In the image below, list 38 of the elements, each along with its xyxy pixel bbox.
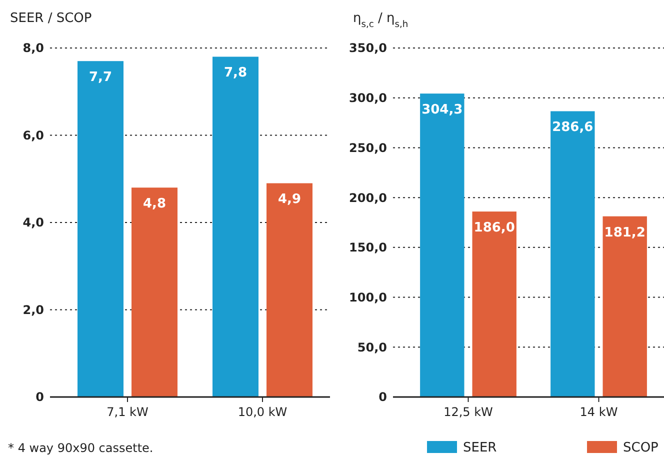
y-axis-title: SEER / SCOP [10, 11, 92, 26]
y-tick-label: 0 [36, 390, 44, 404]
y-tick-label: 200,0 [349, 190, 387, 205]
bar [78, 61, 124, 397]
x-tick-label: 14 kW [580, 405, 618, 419]
data-label: 7,8 [224, 66, 248, 81]
data-label: 186,0 [474, 220, 515, 236]
y-tick-label: 250,0 [349, 140, 387, 155]
y-axis-title: η$_{s,c}$ / η$_{s,h}$ [353, 11, 408, 30]
bar [602, 216, 647, 397]
y-tick-label: 6,0 [22, 128, 44, 142]
y-tick-label: 2,0 [22, 302, 44, 317]
bar [132, 188, 178, 397]
x-tick-label: 12,5 kW [444, 405, 494, 419]
y-tick-label: 150,0 [349, 240, 387, 255]
legend-label: SEER [463, 440, 497, 455]
y-tick-label: 0 [378, 390, 387, 404]
legend-label: SCOP [623, 440, 659, 455]
y-tick-label: 100,0 [349, 290, 387, 304]
text: * 4 way 90x90 cassette. [8, 441, 154, 455]
y-tick-label: 8,0 [22, 41, 44, 56]
data-label: 4,9 [278, 192, 302, 208]
x-tick-label: 10,0 kW [238, 405, 288, 419]
y-tick-label: 300,0 [349, 91, 387, 106]
bar [550, 111, 595, 397]
data-label: 181,2 [604, 225, 646, 240]
data-label: 304,3 [422, 102, 463, 118]
data-label: 286,6 [552, 120, 594, 136]
bar [472, 212, 516, 397]
y-tick-label: 50,0 [357, 340, 387, 354]
y-tick-label: 350,0 [349, 41, 387, 56]
x-tick-label: 7,1 kW [106, 405, 148, 419]
bar [212, 56, 258, 397]
data-label: 4,8 [142, 196, 166, 212]
y-tick-label: 4,0 [22, 216, 44, 230]
bar [420, 94, 464, 397]
bar [266, 183, 312, 397]
data-label: 7,7 [88, 70, 112, 86]
